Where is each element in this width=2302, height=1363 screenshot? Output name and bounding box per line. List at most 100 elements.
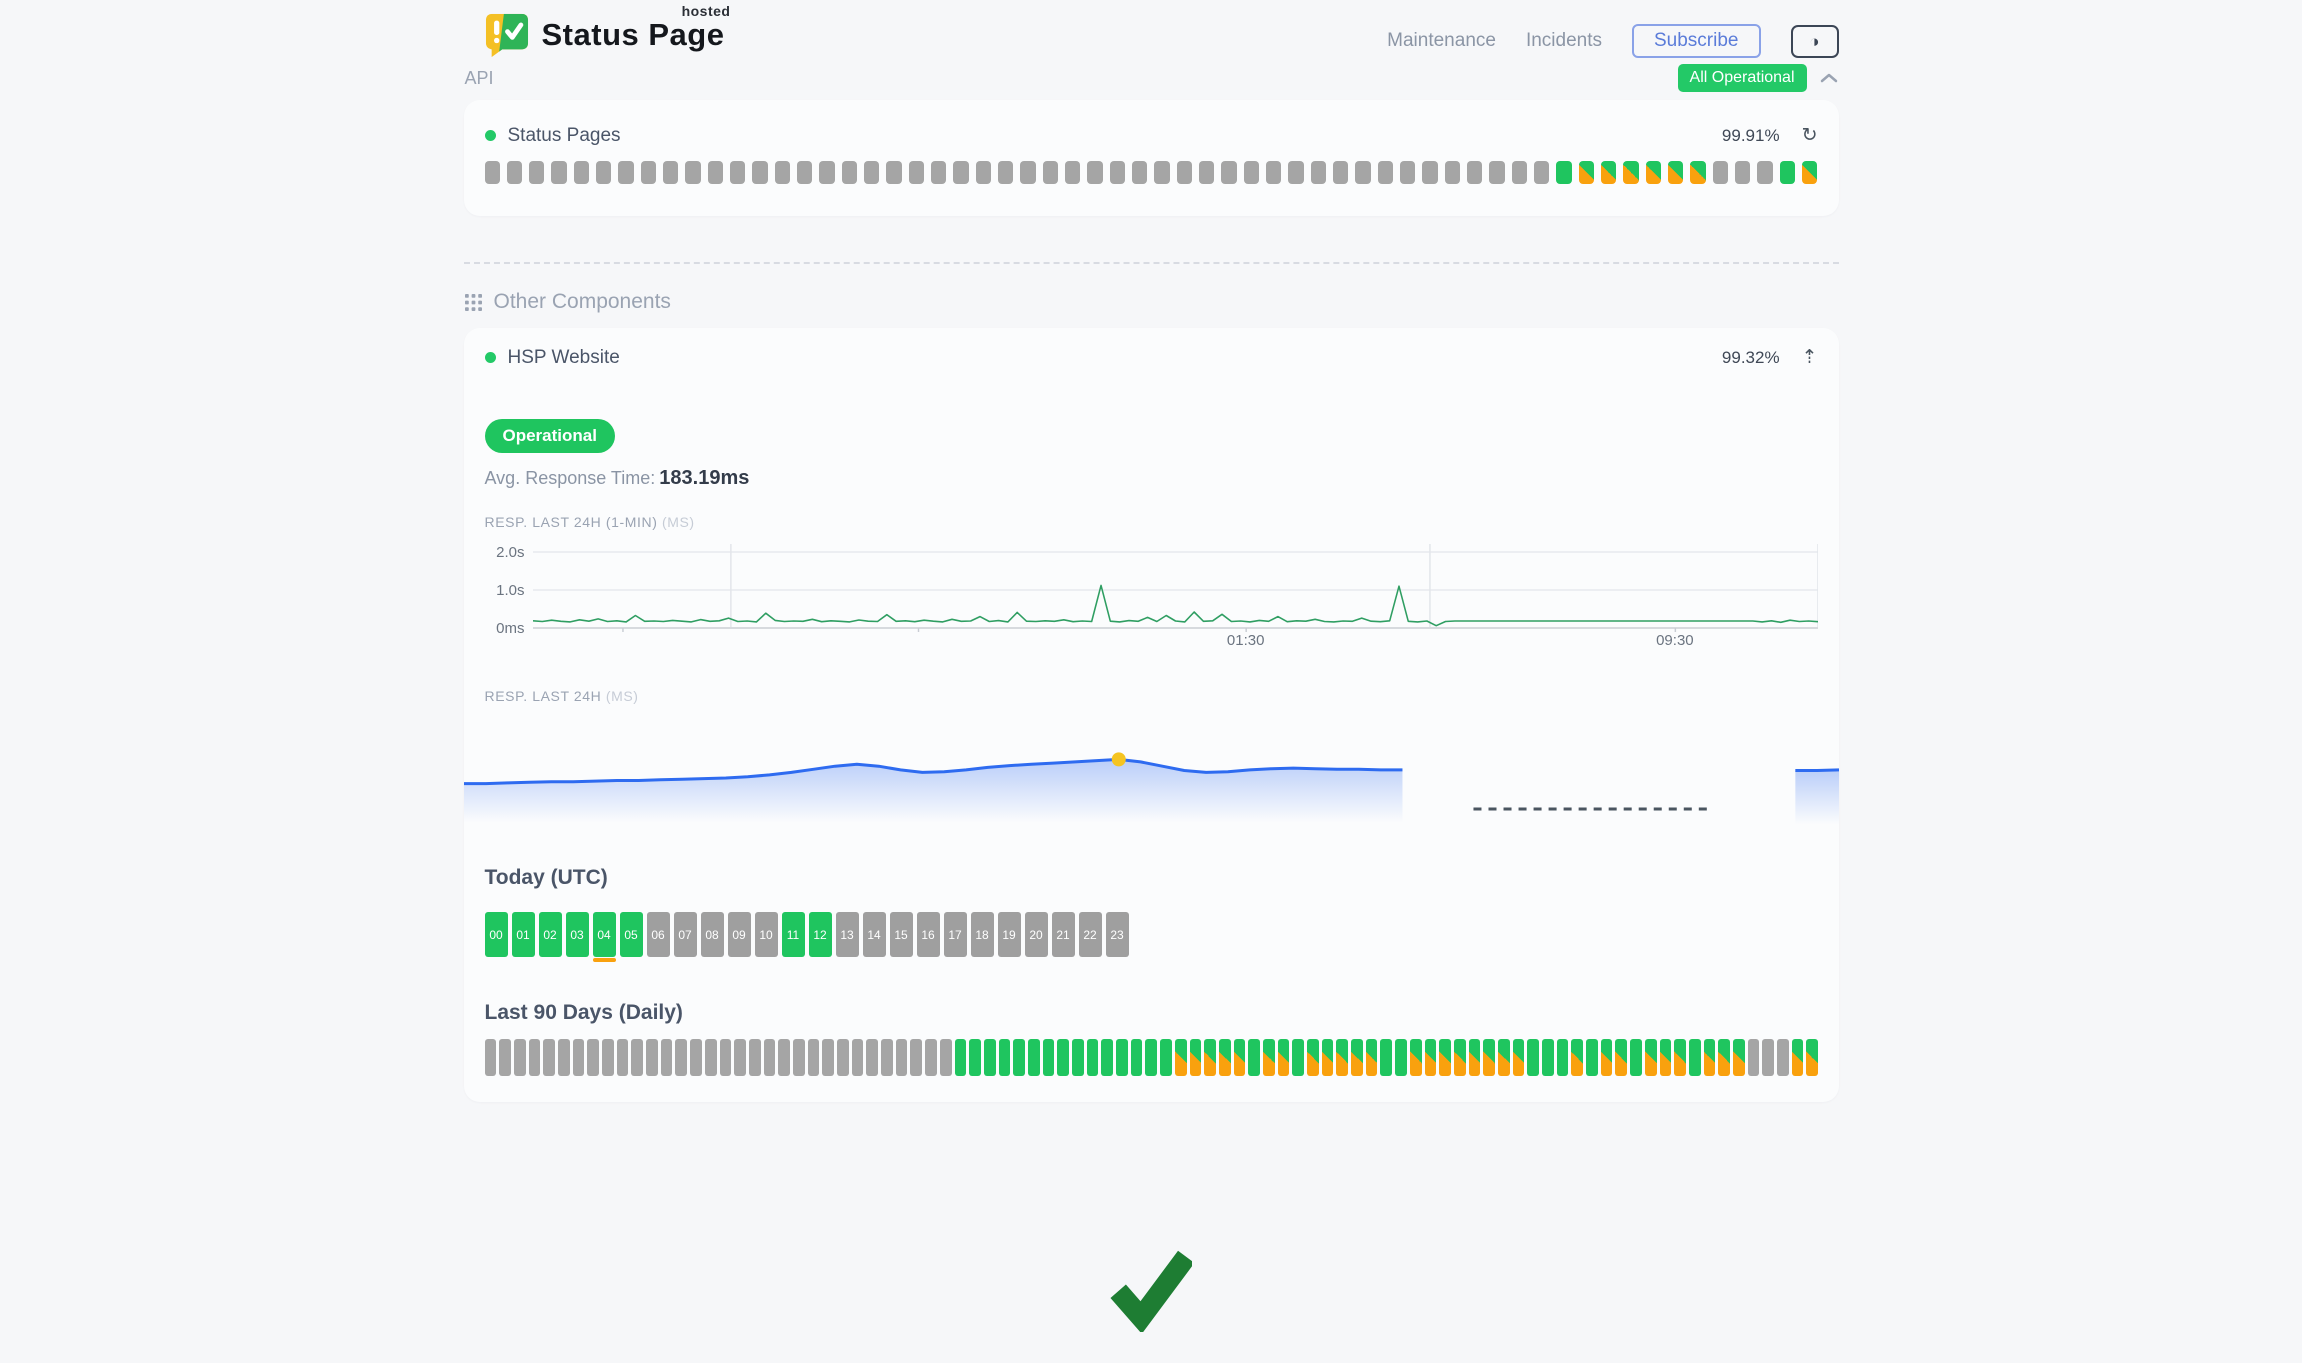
uptime-bar xyxy=(752,161,768,184)
uptime-bar xyxy=(1072,1039,1084,1076)
hour-block-15: 15 xyxy=(889,912,913,957)
hour-block-17: 17 xyxy=(943,912,967,957)
uptime-bar xyxy=(1512,1039,1525,1076)
uptime-bar xyxy=(1556,161,1572,184)
uptime-bar xyxy=(1466,161,1483,184)
uptime-bar xyxy=(1042,161,1059,184)
uptime-bar xyxy=(1468,1039,1481,1076)
uptime-bar xyxy=(866,1039,879,1076)
uptime-bar xyxy=(1542,1039,1554,1076)
uptime-bar xyxy=(1199,161,1215,184)
uptime-bar xyxy=(1600,161,1617,184)
hour-block-05: 05 xyxy=(619,912,643,957)
component-name-hsp-website: HSP Website xyxy=(484,347,620,369)
uptime-bar xyxy=(1321,1039,1334,1076)
hour-block-01: 01 xyxy=(511,912,535,957)
uptime-bar xyxy=(1310,161,1326,184)
section-status-row: API All Operational xyxy=(464,64,1839,92)
uptime-bar xyxy=(1145,1039,1158,1076)
no-recent-incidents-section: No recent incidents To view all past inc… xyxy=(464,1244,1839,1363)
uptime-bar xyxy=(1623,161,1639,184)
uptime-bar xyxy=(1101,1039,1114,1076)
chart-24h-label: RESP. LAST 24H (MS) xyxy=(484,688,639,704)
uptime-bar xyxy=(1288,161,1304,184)
uptime-bar xyxy=(1409,1039,1422,1076)
hour-block-20: 20 xyxy=(1024,912,1048,957)
uptime-bar xyxy=(631,1039,644,1076)
uptime-bar xyxy=(1659,1039,1672,1076)
nav-incidents[interactable]: Incidents xyxy=(1525,30,1602,51)
uptime-bar xyxy=(1087,161,1103,184)
uptime-bar xyxy=(998,1039,1011,1076)
theme-toggle-button[interactable]: ◑ xyxy=(1790,24,1839,58)
uptime-bar xyxy=(939,1039,952,1076)
grid-icon xyxy=(464,293,482,311)
uptime-bar xyxy=(1395,1039,1407,1076)
uptime-bar xyxy=(1057,1039,1069,1076)
chevron-up-icon[interactable] xyxy=(1819,71,1839,85)
chart-marker-dot[interactable] xyxy=(1111,752,1126,767)
uptime-bar xyxy=(1674,1039,1686,1076)
uptime-bar xyxy=(797,161,813,184)
uptime-bar xyxy=(1132,161,1148,184)
uptime-bar xyxy=(864,161,880,184)
uptime-bar xyxy=(1160,1039,1172,1076)
uptime-bar xyxy=(748,1039,761,1076)
uptime-bar xyxy=(557,1039,570,1076)
uptime-bar xyxy=(1336,1039,1349,1076)
y-tick-1s: 1.0s xyxy=(496,582,525,599)
uptime-bar xyxy=(1732,1039,1745,1076)
uptime-bar xyxy=(529,161,545,184)
x-tick-0930: 09:30 xyxy=(1656,632,1694,649)
uptime-bar xyxy=(1042,1039,1055,1076)
uptime-bar xyxy=(1690,161,1706,184)
hour-block-23: 23 xyxy=(1105,912,1129,957)
uptime-bar xyxy=(1130,1039,1143,1076)
logo[interactable]: Status Page hosted xyxy=(484,3,731,58)
api-section-title: API xyxy=(464,67,494,88)
nav-maintenance[interactable]: Maintenance xyxy=(1387,30,1496,51)
subscribe-button[interactable]: Subscribe xyxy=(1632,24,1761,58)
uptime-bar xyxy=(1086,1039,1099,1076)
hour-block-03: 03 xyxy=(565,912,589,957)
uptime-bars-status-pages xyxy=(484,161,1818,184)
uptime-bar xyxy=(1586,1039,1598,1076)
brand-name: Status Page hosted xyxy=(541,3,731,52)
uptime-bar xyxy=(1801,161,1818,184)
uptime-bar xyxy=(1292,1039,1304,1076)
uptime-bar xyxy=(1262,1039,1275,1076)
uptime-bar xyxy=(1265,161,1282,184)
refresh-icon[interactable]: ↻ xyxy=(1801,125,1818,146)
uptime-bar xyxy=(1020,161,1036,184)
uptime-bar xyxy=(513,1039,526,1076)
uptime-bar xyxy=(1556,1039,1569,1076)
uptime-bar xyxy=(1439,1039,1451,1076)
uptime-bar xyxy=(953,161,969,184)
uptime-bar xyxy=(1615,1039,1628,1076)
collapse-arrow-icon[interactable]: ⇡ xyxy=(1801,347,1818,368)
all-operational-badge: All Operational xyxy=(1677,64,1807,92)
uptime-bar xyxy=(551,161,567,184)
uptime-bar xyxy=(1013,1039,1025,1076)
response-time-line-chart: 2.0s 1.0s 0ms 01:30 09:30 xyxy=(485,540,1818,652)
last-90-days-title: Last 90 Days (Daily) xyxy=(484,1001,683,1024)
uptime-bar xyxy=(1703,1039,1716,1076)
component-name-status-pages: Status Pages xyxy=(484,125,621,147)
uptime-bar xyxy=(778,1039,790,1076)
header: Status Page hosted Maintenance Incidents… xyxy=(464,0,1839,58)
uptime-percent: 99.32% xyxy=(1721,347,1780,367)
response-time-area-chart xyxy=(463,712,1839,834)
uptime-bar xyxy=(908,161,925,184)
uptime-bar xyxy=(1399,161,1416,184)
uptime-bar xyxy=(484,1039,497,1076)
uptime-bar xyxy=(1630,1039,1642,1076)
uptime-bar xyxy=(1176,161,1192,184)
hour-block-04: 04 xyxy=(592,912,616,962)
uptime-bar xyxy=(528,1039,541,1076)
uptime-bar xyxy=(734,1039,746,1076)
hour-block-14: 14 xyxy=(862,912,886,957)
uptime-bar xyxy=(954,1039,967,1076)
hour-block-09: 09 xyxy=(727,912,751,957)
uptime-bar xyxy=(543,1039,555,1076)
uptime-bar xyxy=(1307,1039,1319,1076)
